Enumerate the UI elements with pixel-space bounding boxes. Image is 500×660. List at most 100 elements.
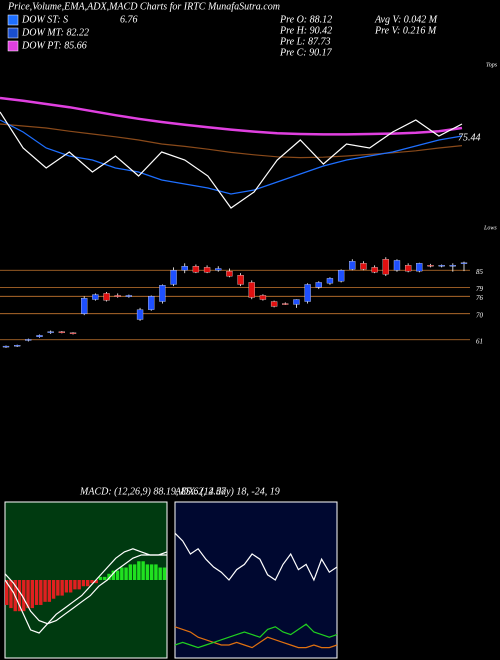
histogram-bar <box>64 580 69 593</box>
candle-body <box>404 265 412 272</box>
candle-body <box>69 332 77 334</box>
candle-body <box>103 293 110 301</box>
candle-body <box>148 296 155 310</box>
histogram-bar <box>56 580 60 596</box>
quote-text: Pre C: 90.17 <box>279 47 333 58</box>
histogram-bar <box>86 580 90 587</box>
candle-body <box>215 268 222 271</box>
candle-body <box>92 294 99 300</box>
candle-body <box>315 282 322 288</box>
legend-label: DOW MT: 82.22 <box>21 27 89 38</box>
histogram-bar <box>107 573 111 580</box>
level-label: 76 <box>476 294 484 302</box>
candle-body <box>136 309 144 320</box>
indicator-line <box>0 96 463 136</box>
histogram-bar <box>47 580 52 602</box>
page-title: Price,Volume,EMA,ADX,MACD Charts for IRT… <box>7 1 280 12</box>
candle-body <box>36 335 43 337</box>
candle-body <box>282 303 289 305</box>
candle-body <box>360 263 367 270</box>
candle-body <box>248 282 255 298</box>
quote-text: Pre H: 90.42 <box>279 25 332 36</box>
indicator-line <box>4 548 168 634</box>
indicator-line <box>4 554 167 625</box>
histogram-bar <box>162 567 167 580</box>
histogram-bar <box>137 561 141 580</box>
candle-body <box>416 263 423 272</box>
histogram-bar <box>5 580 9 605</box>
histogram-bar <box>149 564 154 580</box>
legend-label: DOW ST: S <box>21 14 68 25</box>
indicator-line <box>174 532 338 582</box>
candle-body <box>304 284 311 302</box>
histogram-bar <box>60 580 64 596</box>
histogram-bar <box>115 570 120 580</box>
candle-body <box>270 301 278 307</box>
histogram-bar <box>90 580 94 584</box>
level-label: 75.44 <box>458 133 481 144</box>
histogram-bar <box>30 580 34 609</box>
candle-body <box>170 270 177 285</box>
histogram-bar <box>128 564 133 580</box>
histogram-bar <box>103 576 107 580</box>
candle-body <box>337 270 345 282</box>
histogram-bar <box>77 580 81 590</box>
histogram-bar <box>39 580 43 605</box>
top-note: Tops <box>486 62 498 68</box>
quote-text: Pre L: 87.73 <box>279 36 330 47</box>
histogram-bar <box>81 580 86 587</box>
level-label: 79 <box>476 285 484 293</box>
candle-body <box>159 285 166 302</box>
legend-swatch <box>7 27 19 39</box>
histogram-bar <box>68 580 73 593</box>
panel-title: ADX: (14 day) 18, -24, 19 <box>174 486 280 497</box>
histogram-bar <box>124 567 128 580</box>
candle-body <box>449 265 456 267</box>
candle-body <box>393 260 401 271</box>
indicator-line <box>174 626 338 649</box>
histogram-bar <box>145 564 150 580</box>
candle-body <box>326 278 334 284</box>
level-label: 61 <box>476 337 483 345</box>
level-label: 85 <box>476 268 484 276</box>
candle-body <box>382 259 389 275</box>
legend-swatch <box>7 40 19 52</box>
histogram-bar <box>132 564 137 580</box>
legend-swatch <box>7 14 19 26</box>
histogram-bar <box>51 580 56 599</box>
indicator-line <box>0 111 463 209</box>
candle-body <box>25 339 32 341</box>
candle-body <box>2 345 10 348</box>
histogram-bar <box>120 567 124 580</box>
histogram-bar <box>158 567 162 580</box>
indicator-line <box>174 623 338 649</box>
candle-body <box>192 266 200 273</box>
histogram-bar <box>141 561 145 580</box>
legend-value: 6.76 <box>120 14 138 25</box>
quote-text: Pre O: 88.12 <box>279 14 332 25</box>
histogram-bar <box>9 580 13 609</box>
candle-body <box>226 270 233 277</box>
candle-body <box>181 266 188 271</box>
quote-text: Pre V: 0.216 M <box>374 25 437 36</box>
histogram-bar <box>98 576 103 580</box>
indicator-line <box>0 119 463 195</box>
candle-body <box>460 262 468 264</box>
candle-body <box>371 267 378 273</box>
quote-text: Avg V: 0.042 M <box>374 14 438 25</box>
candle-body <box>58 331 66 333</box>
candle-body <box>349 261 356 270</box>
histogram-bar <box>17 580 22 612</box>
legend-label: DOW PT: 85.66 <box>21 40 87 51</box>
candle-body <box>114 295 121 297</box>
histogram-bar <box>22 580 26 612</box>
candle-body <box>47 331 54 333</box>
candle-body <box>14 345 21 347</box>
candle-body <box>293 299 300 305</box>
histogram-bar <box>94 580 98 584</box>
candle-body <box>203 267 211 273</box>
candle-body <box>438 265 445 267</box>
histogram-bar <box>43 580 47 602</box>
level-label: 70 <box>476 311 484 319</box>
